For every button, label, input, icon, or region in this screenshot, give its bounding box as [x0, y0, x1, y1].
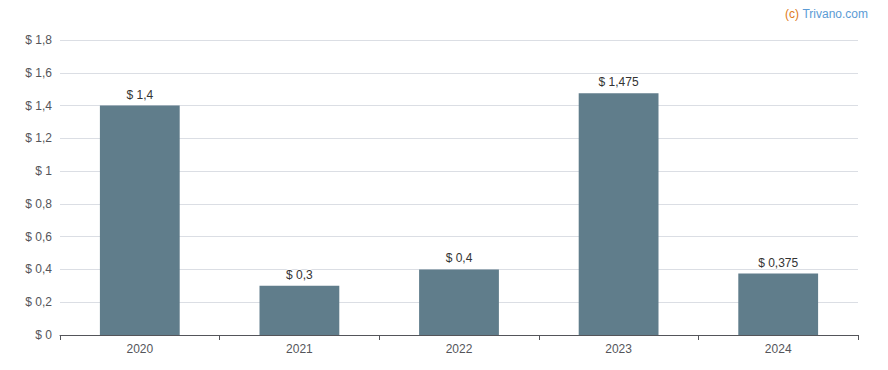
svg-text:$ 0,3: $ 0,3: [286, 268, 313, 282]
svg-text:$ 0,6: $ 0,6: [25, 230, 52, 244]
svg-text:$ 0,4: $ 0,4: [25, 262, 52, 276]
svg-text:2020: 2020: [126, 342, 153, 356]
svg-text:2023: 2023: [605, 342, 632, 356]
svg-text:$ 0,8: $ 0,8: [25, 197, 52, 211]
svg-text:$ 1,6: $ 1,6: [25, 66, 52, 80]
svg-text:Trivano.com: Trivano.com: [802, 7, 868, 21]
svg-text:2021: 2021: [286, 342, 313, 356]
svg-text:$ 0,2: $ 0,2: [25, 295, 52, 309]
svg-text:$ 0: $ 0: [35, 328, 52, 342]
svg-text:$ 1,2: $ 1,2: [25, 131, 52, 145]
svg-text:2022: 2022: [446, 342, 473, 356]
svg-text:$ 0,375: $ 0,375: [758, 256, 798, 270]
svg-text:$ 0,4: $ 0,4: [446, 251, 473, 265]
svg-text:$ 1,8: $ 1,8: [25, 33, 52, 47]
svg-text:$ 1,4: $ 1,4: [126, 88, 153, 102]
svg-text:$ 1: $ 1: [35, 164, 52, 178]
svg-text:$ 1,4: $ 1,4: [25, 99, 52, 113]
svg-text:(c): (c): [785, 7, 799, 21]
svg-text:$ 1,475: $ 1,475: [599, 75, 639, 89]
svg-text:2024: 2024: [765, 342, 792, 356]
